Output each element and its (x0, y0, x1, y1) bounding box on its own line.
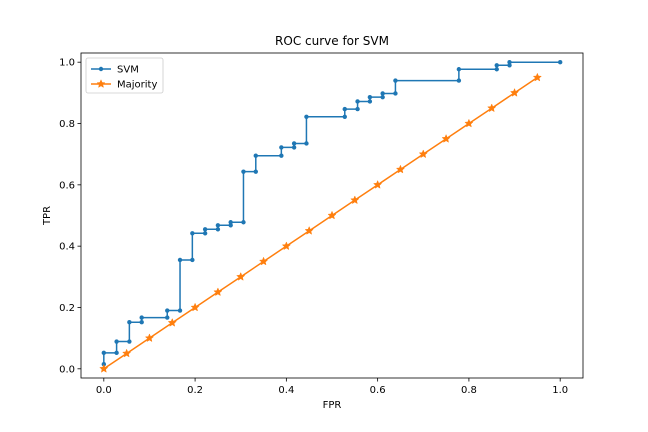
data-point-svm (139, 315, 144, 320)
x-tick-label: 0.2 (187, 385, 203, 396)
data-point-svm (165, 315, 170, 320)
data-point-svm (241, 169, 246, 174)
data-point-majority (395, 164, 406, 174)
data-point-svm (494, 63, 499, 68)
data-point-svm (456, 78, 462, 83)
legend-item-majority: Majority (91, 79, 157, 91)
data-point-svm (127, 339, 132, 344)
y-tick-label: 0.0 (59, 364, 75, 375)
data-point-majority (464, 118, 474, 128)
data-point-majority (373, 179, 383, 189)
legend-label-svm: SVM (117, 65, 139, 76)
data-point-svm (557, 59, 563, 65)
data-point-majority (304, 225, 314, 235)
data-point-majority (350, 195, 360, 205)
data-point-svm (215, 223, 221, 228)
data-point-svm (279, 153, 284, 158)
series-svm (101, 59, 563, 372)
data-point-majority (418, 149, 428, 159)
data-point-svm (190, 257, 195, 263)
y-tick-label: 1.0 (59, 58, 75, 69)
x-tick-label: 0.0 (96, 385, 112, 396)
x-tick-label: 0.8 (461, 385, 477, 396)
data-point-svm (393, 91, 398, 96)
data-point-svm (456, 67, 462, 72)
data-point-svm (342, 114, 347, 119)
data-point-majority (144, 333, 155, 343)
legend-marker-svm (98, 66, 104, 72)
data-point-svm (304, 141, 309, 146)
data-point-svm (355, 106, 360, 112)
data-point-svm (114, 339, 119, 344)
y-tick-label: 0.6 (59, 180, 75, 191)
data-point-svm (253, 153, 258, 158)
data-point-svm (177, 257, 183, 263)
data-point-majority (509, 88, 520, 97)
data-point-svm (367, 94, 373, 100)
data-point-svm (114, 350, 119, 356)
data-point-svm (291, 145, 297, 150)
series-line-majority (103, 76, 538, 370)
y-tick-label: 0.4 (59, 242, 75, 253)
data-point-svm (380, 91, 385, 96)
data-point-svm (101, 350, 107, 356)
data-point-svm (127, 319, 132, 325)
series-majority (99, 72, 542, 373)
data-point-svm (190, 231, 195, 236)
data-point-majority (281, 241, 291, 251)
data-point-majority (258, 256, 269, 266)
x-tick-label: 0.6 (370, 385, 386, 396)
x-axis: 0.0 0.2 0.4 0.6 0.8 1.0 (96, 378, 568, 396)
data-point-svm (202, 227, 208, 232)
x-tick-label: 1.0 (552, 385, 568, 396)
data-point-svm (355, 99, 360, 104)
data-point-svm (494, 67, 499, 72)
chart-title: ROC curve for SVM (275, 34, 389, 48)
series-layer (99, 59, 563, 373)
y-tick-label: 0.2 (59, 303, 75, 314)
data-point-svm (177, 308, 183, 313)
data-point-svm (228, 223, 233, 228)
data-point-majority (190, 302, 200, 312)
data-point-svm (291, 141, 297, 146)
x-tick-label: 0.4 (278, 385, 294, 396)
data-point-svm (241, 220, 246, 225)
y-tick-label: 0.8 (59, 119, 75, 130)
data-point-svm (304, 114, 309, 119)
data-point-svm (367, 99, 373, 104)
data-point-svm (253, 169, 258, 174)
legend-label-majority: Majority (117, 80, 157, 91)
x-axis-label: FPR (323, 400, 342, 411)
y-axis: 0.0 0.2 0.4 0.6 0.8 1.0 (59, 58, 81, 375)
data-point-svm (228, 220, 233, 225)
data-point-majority (532, 72, 542, 82)
data-point-majority (327, 210, 337, 220)
data-point-svm (507, 63, 512, 68)
data-point-svm (279, 145, 284, 150)
data-point-svm (380, 94, 385, 100)
data-point-majority (167, 317, 177, 327)
data-point-svm (393, 78, 398, 83)
data-point-majority (487, 103, 497, 113)
data-point-majority (122, 348, 132, 358)
data-point-svm (215, 227, 221, 232)
y-axis-label: TPR (42, 206, 53, 226)
data-point-majority (236, 271, 246, 281)
data-point-svm (507, 59, 512, 65)
data-point-majority (213, 287, 223, 297)
data-point-majority (441, 133, 451, 143)
data-point-svm (139, 319, 144, 325)
plot-frame (80, 52, 584, 379)
legend-marker-majority (96, 79, 106, 88)
data-point-svm (165, 308, 170, 313)
legend: SVM Majority (85, 57, 164, 94)
data-point-svm (342, 106, 347, 112)
data-point-svm (202, 231, 208, 236)
data-point-majority (99, 363, 109, 373)
legend-item-svm: SVM (91, 65, 139, 76)
